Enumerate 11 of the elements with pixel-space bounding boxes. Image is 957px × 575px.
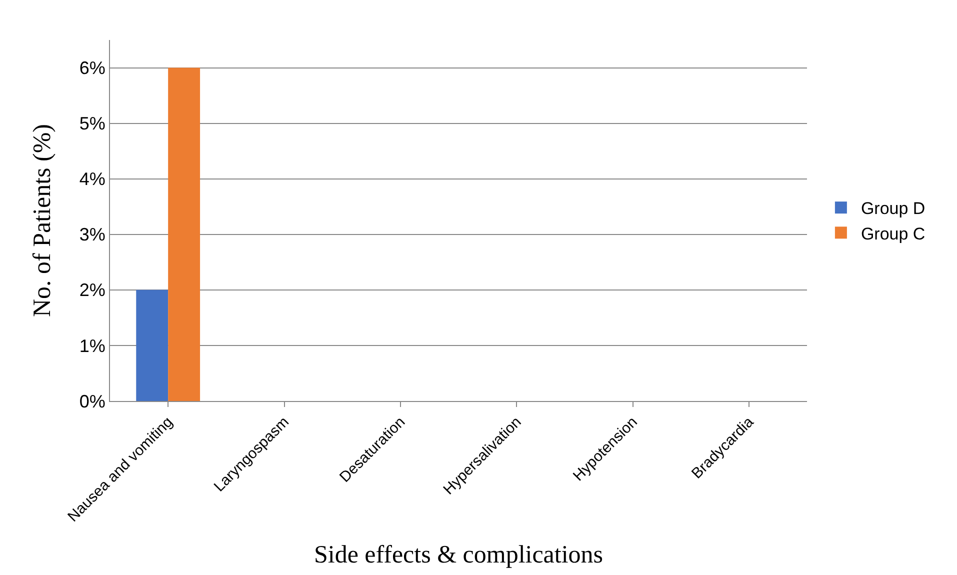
x-axis-title: Side effects & complications xyxy=(314,541,604,568)
legend-label: Group C xyxy=(860,224,926,244)
y-tick-label: 2% xyxy=(79,280,106,300)
y-tick-label: 4% xyxy=(79,169,106,190)
y-tick-label: 1% xyxy=(79,336,106,356)
y-tick-label: 0% xyxy=(79,391,106,412)
legend-label: Group D xyxy=(860,199,926,218)
y-tick-label: 6% xyxy=(79,58,106,78)
y-tick-label: 5% xyxy=(79,114,106,134)
y-tick-label: 3% xyxy=(79,224,106,245)
y-axis-title: No. of Patients (%) xyxy=(29,124,56,318)
